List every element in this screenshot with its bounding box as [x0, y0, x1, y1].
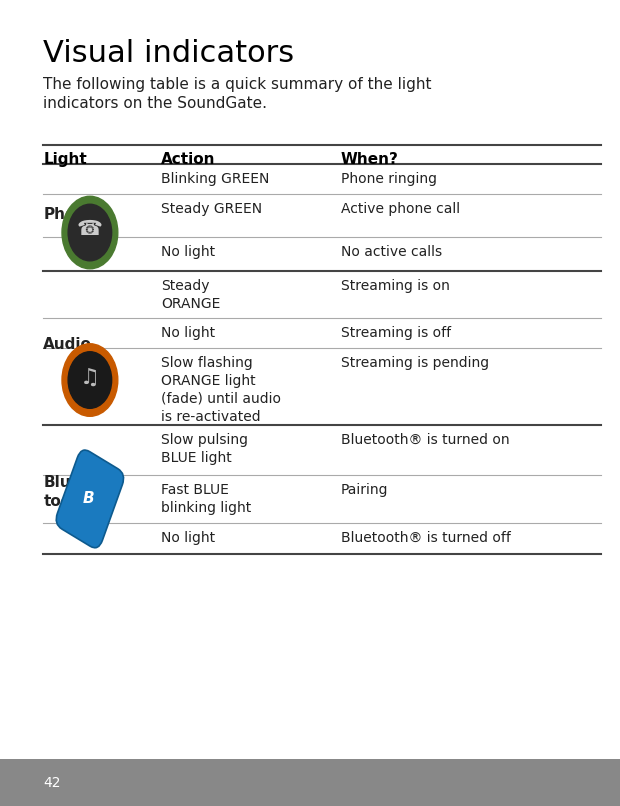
Text: Fast BLUE
blinking light: Fast BLUE blinking light	[161, 483, 252, 515]
Text: Phone ringing: Phone ringing	[341, 172, 437, 185]
Circle shape	[62, 196, 118, 268]
Text: Visual indicators: Visual indicators	[43, 39, 294, 68]
Text: Active phone call: Active phone call	[341, 202, 460, 216]
Text: Audio: Audio	[43, 338, 92, 352]
Text: Action: Action	[161, 152, 216, 167]
Text: Bluetooth® is turned on: Bluetooth® is turned on	[341, 433, 510, 447]
Text: No light: No light	[161, 531, 215, 545]
Text: No active calls: No active calls	[341, 245, 442, 259]
Text: Steady
ORANGE: Steady ORANGE	[161, 279, 221, 311]
Text: ☎: ☎	[77, 219, 103, 239]
Circle shape	[68, 351, 112, 409]
Text: Streaming is off: Streaming is off	[341, 326, 451, 339]
Text: Phone: Phone	[43, 207, 97, 222]
Text: Pairing: Pairing	[341, 483, 389, 496]
Text: B: B	[83, 491, 94, 505]
Text: 42: 42	[43, 775, 61, 790]
Text: Blinking GREEN: Blinking GREEN	[161, 172, 270, 185]
Text: Bluetooth® is turned off: Bluetooth® is turned off	[341, 531, 511, 545]
Text: Streaming is on: Streaming is on	[341, 279, 450, 293]
Text: The following table is a quick summary of the light
indicators on the SoundGate.: The following table is a quick summary o…	[43, 77, 432, 111]
Bar	[0, 759, 620, 806]
Text: Slow pulsing
BLUE light: Slow pulsing BLUE light	[161, 433, 248, 465]
Circle shape	[68, 204, 112, 261]
Text: Light: Light	[43, 152, 87, 167]
Circle shape	[62, 344, 118, 417]
Text: ♫: ♫	[80, 368, 100, 388]
Text: No light: No light	[161, 245, 215, 259]
Text: Steady GREEN: Steady GREEN	[161, 202, 262, 216]
Text: Slow flashing
ORANGE light
(fade) until audio
is re-activated: Slow flashing ORANGE light (fade) until …	[161, 356, 281, 424]
Text: When?: When?	[341, 152, 399, 167]
Text: Blue-
tooth®: Blue- tooth®	[43, 475, 105, 509]
Text: Streaming is pending: Streaming is pending	[341, 356, 489, 370]
FancyBboxPatch shape	[56, 450, 123, 548]
Text: No light: No light	[161, 326, 215, 339]
